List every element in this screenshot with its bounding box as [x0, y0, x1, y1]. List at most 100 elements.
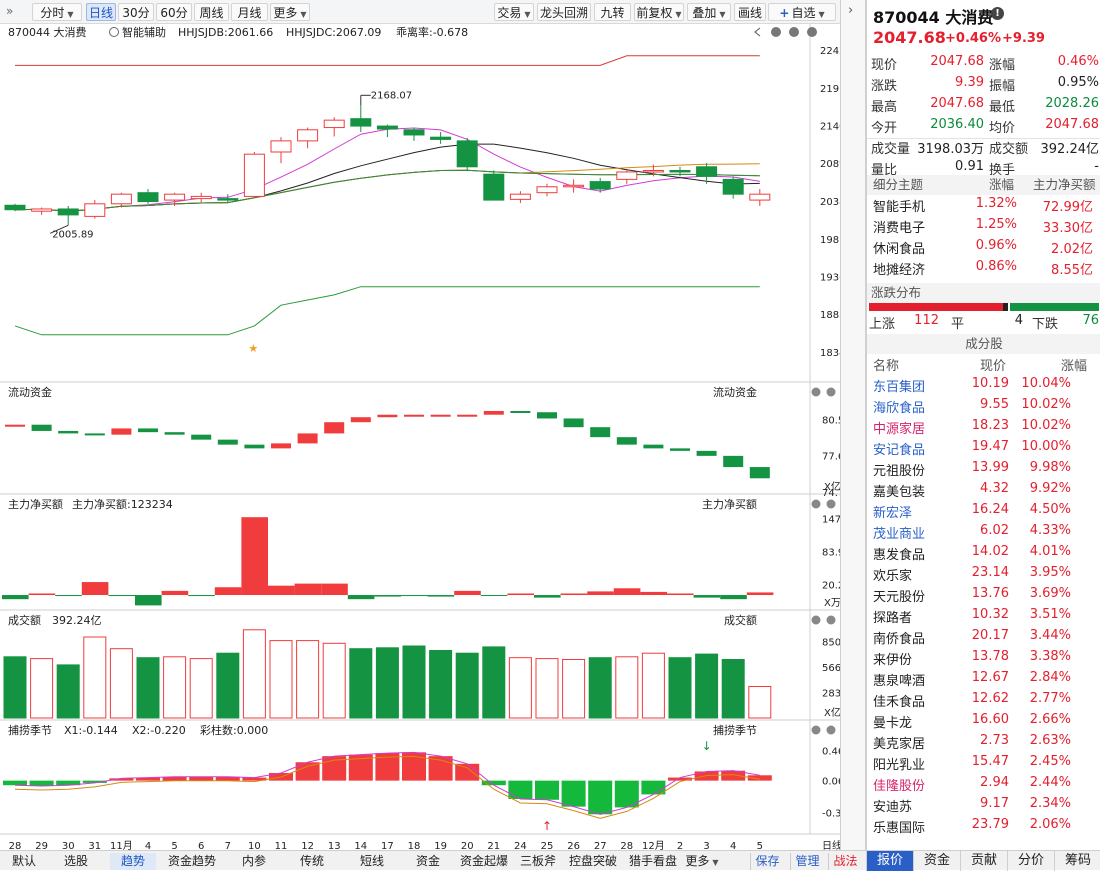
candle-body[interactable]: [164, 193, 186, 201]
tool-tab-6[interactable]: + 自选 ▼: [768, 3, 836, 21]
strategy-tab-12[interactable]: 更多 ▼: [682, 853, 722, 870]
candle-body[interactable]: [669, 169, 691, 173]
constituent-row[interactable]: 安迪苏 9.17 2.34%: [867, 796, 1100, 816]
strategy-tab-3[interactable]: 资金趋势: [160, 853, 224, 870]
strategy-tab-4[interactable]: 内参: [228, 853, 280, 870]
constituent-row[interactable]: 安记食品 19.47 10.00%: [867, 439, 1100, 459]
period-tab-4[interactable]: 周线: [194, 3, 229, 21]
constituent-row[interactable]: 乐惠国际 23.79 2.06%: [867, 817, 1100, 837]
constituent-row[interactable]: 新宏泽 16.24 4.50%: [867, 502, 1100, 522]
candle-body[interactable]: [270, 140, 292, 153]
quote-tab-2[interactable]: 贡献: [960, 851, 1007, 871]
tool-tab-1[interactable]: 龙头回溯: [537, 3, 591, 21]
tool-tab-5[interactable]: 画线: [734, 3, 766, 21]
strategy-tab-1[interactable]: 选股: [52, 853, 100, 870]
constituent-row[interactable]: 海欣食品 9.55 10.02%: [867, 397, 1100, 417]
constituent-row[interactable]: 嘉美包装 4.32 9.92%: [867, 481, 1100, 501]
close-icon[interactable]: [826, 499, 836, 509]
constituent-row[interactable]: 曼卡龙 16.60 2.66%: [867, 712, 1100, 732]
quote-tab-0[interactable]: 报价: [866, 851, 913, 871]
constituent-row[interactable]: 东百集团 10.19 10.04%: [867, 376, 1100, 396]
strategy-tab-0[interactable]: 默认: [4, 853, 44, 870]
candle-body[interactable]: [4, 204, 26, 211]
theme-row[interactable]: 消费电子 1.25% 33.30亿: [867, 217, 1100, 237]
assist-toggle-icon[interactable]: [109, 27, 119, 37]
candle-body[interactable]: [350, 118, 372, 127]
candle-body[interactable]: [57, 208, 79, 216]
strategy-tab-8[interactable]: 资金起爆: [456, 853, 512, 870]
strategy-tab-7[interactable]: 资金: [406, 853, 450, 870]
quote-tab-1[interactable]: 资金: [913, 851, 960, 871]
candle-body[interactable]: [31, 208, 53, 212]
candle-body[interactable]: [137, 192, 159, 203]
period-tab-1[interactable]: 日线: [86, 3, 116, 21]
gear-icon[interactable]: [811, 499, 821, 509]
candle-body[interactable]: [297, 129, 319, 142]
candle-body[interactable]: [456, 140, 478, 168]
info-icon[interactable]: !: [991, 7, 1004, 20]
close-icon[interactable]: [826, 725, 836, 735]
period-tab-0[interactable]: 分时 ▼: [32, 3, 82, 21]
close-icon[interactable]: [826, 615, 836, 625]
constituent-row[interactable]: 茂业商业 6.02 4.33%: [867, 523, 1100, 543]
gear-icon[interactable]: [811, 725, 821, 735]
constituent-row[interactable]: 美克家居 2.73 2.63%: [867, 733, 1100, 753]
strategy-tab-11[interactable]: 猎手看盘: [626, 853, 680, 870]
theme-row[interactable]: 智能手机 1.32% 72.99亿: [867, 196, 1100, 216]
candle-body[interactable]: [84, 203, 106, 217]
quote-tab-3[interactable]: 分价: [1007, 851, 1054, 871]
collapse-icon[interactable]: »: [6, 4, 14, 18]
candle-body[interactable]: [403, 129, 425, 136]
zoom-in-icon[interactable]: [771, 27, 781, 37]
theme-row[interactable]: 地摊经济 0.86% 8.55亿: [867, 259, 1100, 279]
constituent-row[interactable]: 欢乐家 23.14 3.95%: [867, 565, 1100, 585]
theme-row[interactable]: 休闲食品 0.96% 2.02亿: [867, 238, 1100, 258]
constituent-row[interactable]: 佳隆股份 2.94 2.44%: [867, 775, 1100, 795]
candle-body[interactable]: [536, 186, 558, 194]
action-tab-0[interactable]: 保存: [750, 853, 784, 870]
candle-body[interactable]: [696, 166, 718, 177]
candle-body[interactable]: [563, 184, 585, 188]
action-tab-1[interactable]: 管理: [790, 853, 824, 870]
candle-body[interactable]: [217, 198, 239, 201]
tool-tab-3[interactable]: 前复权 ▼: [634, 3, 684, 21]
strategy-tab-2[interactable]: 趋势: [110, 853, 156, 870]
quote-tab-4[interactable]: 筹码: [1054, 851, 1100, 871]
constituent-row[interactable]: 南侨食品 20.17 3.44%: [867, 628, 1100, 648]
period-tab-2[interactable]: 30分: [118, 3, 154, 21]
period-tab-6[interactable]: 更多 ▼: [270, 3, 310, 21]
period-tab-3[interactable]: 60分: [156, 3, 192, 21]
candle-body[interactable]: [509, 193, 531, 200]
candle-body[interactable]: [642, 169, 664, 173]
gear-icon[interactable]: [811, 615, 821, 625]
constituent-row[interactable]: 惠泉啤酒 12.67 2.84%: [867, 670, 1100, 690]
candle-body[interactable]: [589, 181, 611, 190]
constituent-row[interactable]: 佳禾食品 12.62 2.77%: [867, 691, 1100, 711]
expand-icon[interactable]: ›: [848, 3, 854, 18]
constituent-row[interactable]: 探路者 10.32 3.51%: [867, 607, 1100, 627]
constituent-row[interactable]: 来伊份 13.78 3.38%: [867, 649, 1100, 669]
close-icon[interactable]: [826, 387, 836, 397]
tool-tab-2[interactable]: 九转: [594, 3, 631, 21]
candle-body[interactable]: [430, 136, 452, 140]
tool-tab-0[interactable]: 交易 ▼: [494, 3, 534, 21]
strategy-tab-6[interactable]: 短线: [346, 853, 398, 870]
constituent-row[interactable]: 元祖股份 13.99 9.98%: [867, 460, 1100, 480]
panel-splitter[interactable]: ›: [840, 0, 866, 850]
kline-chart-area[interactable]: 870044 大消费 智能辅助 HHJSJDB:2061.66 HHJSJDC:206…: [0, 24, 861, 852]
candle-body[interactable]: [749, 193, 771, 201]
period-tab-5[interactable]: 月线: [231, 3, 268, 21]
candle-body[interactable]: [323, 119, 345, 129]
candle-body[interactable]: [376, 125, 398, 130]
tool-tab-4[interactable]: 叠加 ▼: [687, 3, 731, 21]
candle-body[interactable]: [190, 195, 212, 200]
constituent-row[interactable]: 天元股份 13.76 3.69%: [867, 586, 1100, 606]
gear-icon[interactable]: [811, 387, 821, 397]
candle-body[interactable]: [722, 178, 744, 195]
zoom-out-icon[interactable]: [789, 27, 799, 37]
constituent-row[interactable]: 阳光乳业 15.47 2.45%: [867, 754, 1100, 774]
candle-body[interactable]: [616, 171, 638, 180]
strategy-tab-9[interactable]: 三板斧: [516, 853, 560, 870]
candle-body[interactable]: [483, 173, 505, 201]
constituent-row[interactable]: 中源家居 18.23 10.02%: [867, 418, 1100, 438]
